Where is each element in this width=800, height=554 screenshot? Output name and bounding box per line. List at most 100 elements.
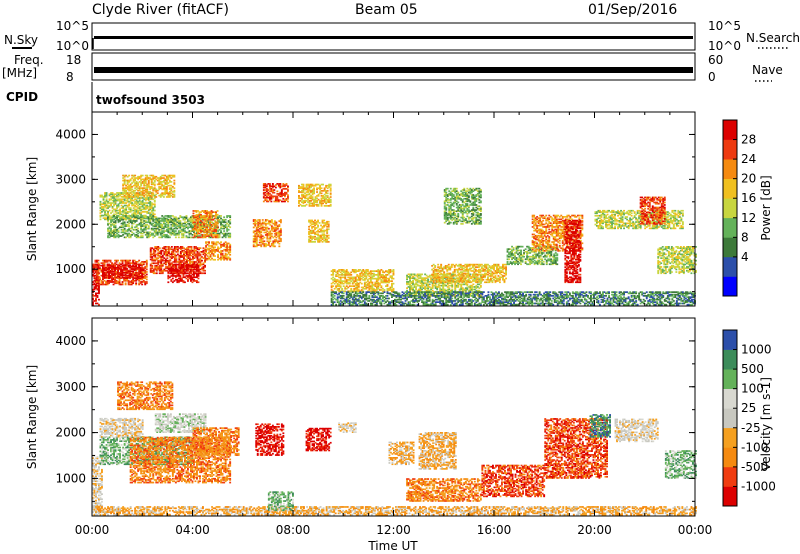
range-cell (96, 292, 99, 295)
range-cell (197, 266, 200, 268)
range-cell (201, 228, 204, 231)
range-cell (135, 262, 138, 264)
range-cell (105, 275, 107, 278)
range-cell (170, 266, 173, 268)
range-cell (121, 268, 124, 271)
range-cell (104, 194, 106, 197)
range-cell (115, 263, 118, 266)
range-cell (160, 249, 163, 252)
range-cell (263, 236, 266, 239)
range-cell (223, 255, 226, 257)
range-cell (182, 275, 185, 277)
range-cell (95, 295, 97, 297)
range-cell (105, 194, 108, 197)
range-cell (175, 272, 178, 275)
range-cell (193, 251, 196, 253)
range-cell (102, 278, 104, 281)
range-cell (102, 262, 104, 264)
range-cell (178, 256, 181, 258)
range-cell (111, 197, 114, 199)
range-cell (93, 272, 96, 275)
range-cell (102, 203, 105, 206)
range-cell (132, 273, 135, 276)
range-cell (152, 258, 155, 261)
range-cell (193, 278, 195, 281)
range-cell (103, 264, 106, 266)
range-cell (177, 263, 180, 266)
range-cell (179, 263, 182, 266)
range-cell (157, 252, 160, 254)
range-cell (131, 209, 134, 212)
nsky-label: N.Sky (4, 33, 38, 47)
range-cell (173, 259, 176, 262)
range-cell (145, 273, 148, 276)
range-cell (105, 214, 108, 217)
range-cell (120, 207, 123, 209)
range-cell (193, 254, 196, 257)
range-cell (120, 195, 123, 198)
range-cell (139, 264, 142, 266)
range-cell (211, 250, 213, 252)
range-cell (135, 213, 138, 216)
range-cell (126, 269, 129, 272)
range-cell (122, 211, 125, 213)
range-cell (172, 249, 175, 252)
range-cell (173, 246, 176, 248)
range-cell (108, 218, 111, 221)
range-cell (209, 247, 212, 250)
range-cell (195, 253, 197, 256)
range-cell (107, 202, 109, 204)
range-cell (211, 246, 213, 249)
range-cell (226, 243, 229, 246)
range-cell (167, 263, 170, 266)
range-cell (197, 281, 200, 284)
range-cell (120, 200, 123, 203)
range-cell (184, 254, 187, 257)
range-cell (177, 266, 180, 268)
range-cell (186, 262, 188, 265)
range-cell (104, 192, 106, 194)
range-cell (160, 266, 163, 268)
range-cell (115, 268, 118, 271)
range-cell (116, 192, 118, 194)
beam-title: Beam 05 (355, 2, 418, 18)
range-cell (128, 208, 131, 211)
range-cell (118, 273, 121, 275)
range-cell (202, 252, 205, 254)
range-cell (102, 208, 105, 211)
range-cell (155, 268, 158, 271)
range-cell (145, 276, 148, 278)
range-cell (125, 193, 128, 196)
range-cell (179, 269, 182, 272)
range-cell (104, 204, 106, 207)
range-cell (220, 252, 222, 255)
range-cell (327, 234, 330, 237)
range-cell (108, 282, 110, 285)
range-cell (128, 225, 131, 227)
range-cell (123, 211, 126, 213)
range-cell (129, 195, 132, 198)
range-cell (95, 277, 97, 280)
range-cell (287, 185, 289, 188)
range-cell (212, 248, 215, 251)
range-cell (209, 256, 212, 259)
range-cell (176, 253, 179, 256)
range-cell (221, 256, 224, 259)
range-cell (104, 213, 106, 216)
range-cell (135, 203, 138, 206)
range-cell (160, 259, 163, 262)
range-cell (133, 268, 136, 270)
range-cell (107, 204, 109, 207)
range-cell (142, 267, 145, 269)
range-cell (209, 255, 212, 257)
range-cell (211, 248, 213, 251)
range-cell (112, 274, 115, 277)
range-cell (202, 247, 205, 249)
range-cell (170, 275, 173, 277)
range-cell (95, 280, 97, 282)
range-cell (204, 258, 206, 261)
nsky-trace (92, 36, 693, 49)
range-cell (193, 280, 195, 282)
range-cell (229, 221, 232, 224)
range-cell (120, 211, 123, 213)
